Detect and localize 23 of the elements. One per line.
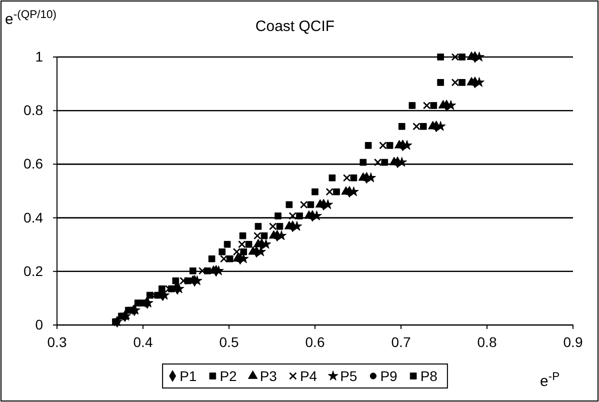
y-tick-label: 0.8: [24, 102, 44, 118]
x-tick-label: 0.6: [305, 334, 325, 350]
y-axis-title: e$^{-(QP/10)}$: [5, 9, 57, 28]
legend-label: P1: [180, 368, 197, 384]
y-tick-label: 1: [35, 48, 44, 64]
legend-label: P9: [380, 368, 398, 384]
x-tick-label: 0.8: [477, 334, 497, 350]
x-tick-label: 0.7: [391, 334, 411, 350]
y-tick-label: 0.4: [24, 209, 44, 226]
x-tick-label: 0.4: [133, 334, 153, 350]
y-tick-label: 0.6: [24, 156, 44, 172]
x-tick-label: 0.9: [563, 334, 583, 350]
legend-label: P8: [420, 368, 438, 384]
x-tick-label: 0.5: [219, 334, 239, 350]
legend-label: P3: [260, 368, 278, 384]
legend-label: P5: [340, 368, 358, 384]
legend-label: P2: [220, 368, 238, 384]
y-tick-label: 0: [35, 316, 44, 332]
legend-label: P4: [300, 368, 318, 384]
x-axis-title: e$^{-P}$: [540, 371, 560, 390]
chart-title: Coast QCIF: [255, 18, 335, 35]
y-tick-label: 0.2: [24, 262, 44, 279]
x-tick-label: 0.3: [47, 334, 67, 350]
